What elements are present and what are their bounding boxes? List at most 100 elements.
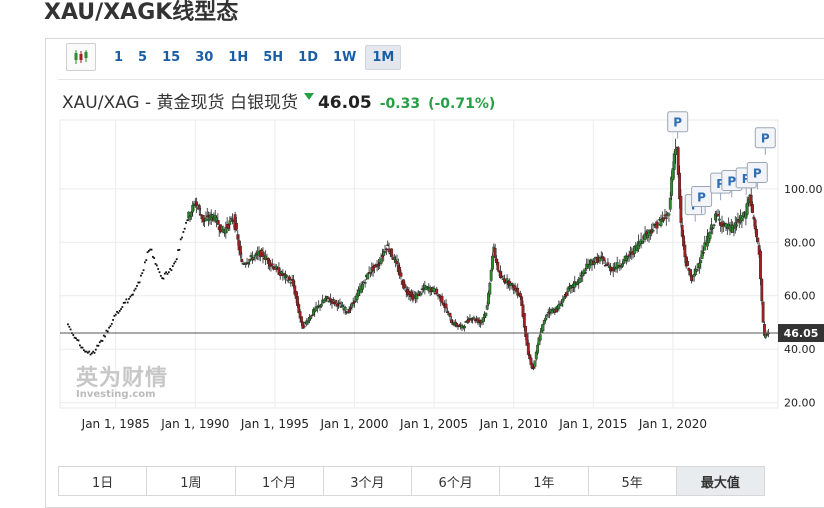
price-tick bbox=[122, 301, 125, 304]
range-3m[interactable]: 3个月 bbox=[323, 467, 412, 495]
timeframe-1d[interactable]: 1D bbox=[298, 49, 318, 65]
candle-down bbox=[270, 263, 274, 266]
event-marker-box bbox=[746, 161, 768, 183]
candle-up bbox=[369, 272, 372, 274]
quote-header: XAU/XAG - 黄金现货 白银现货 46.05 -0.33 (-0.71%) bbox=[62, 88, 503, 113]
timeframe-30[interactable]: 30 bbox=[195, 49, 214, 65]
candle-down bbox=[618, 264, 622, 267]
price-tick bbox=[114, 313, 117, 316]
price-tick bbox=[147, 249, 150, 252]
price-tick bbox=[96, 344, 99, 347]
price-tick bbox=[171, 265, 174, 267]
candle-down bbox=[688, 269, 692, 276]
candle-up bbox=[735, 224, 739, 227]
candle-down bbox=[399, 272, 403, 277]
candle-up bbox=[306, 321, 310, 323]
price-tick bbox=[151, 255, 154, 258]
price-tick bbox=[162, 277, 165, 280]
range-1m[interactable]: 1个月 bbox=[235, 467, 324, 495]
timeframe-5h[interactable]: 5H bbox=[263, 49, 284, 65]
candle-down bbox=[292, 279, 295, 287]
candle-up bbox=[698, 263, 701, 268]
range-max[interactable]: 最大值 bbox=[676, 467, 764, 495]
candle-up bbox=[249, 255, 253, 258]
price-tick bbox=[145, 259, 148, 261]
candle-up bbox=[510, 283, 514, 285]
candle-up bbox=[374, 264, 378, 266]
plot-area bbox=[59, 119, 779, 409]
price-tick bbox=[69, 328, 72, 331]
candle-up bbox=[583, 272, 587, 274]
price-tick bbox=[157, 268, 160, 270]
price-tick bbox=[89, 353, 92, 356]
candle-up bbox=[468, 318, 472, 320]
candle-up bbox=[463, 326, 467, 329]
candle-down bbox=[240, 259, 244, 262]
price-tick bbox=[113, 314, 116, 317]
price-tick bbox=[181, 236, 183, 239]
candle-up bbox=[418, 291, 421, 293]
candle-down bbox=[300, 316, 303, 323]
timeframe-1m[interactable]: 1M bbox=[365, 44, 402, 70]
timeframe-1w[interactable]: 1W bbox=[333, 49, 357, 65]
candlestick-icon[interactable] bbox=[66, 43, 96, 71]
range-1y[interactable]: 1年 bbox=[500, 467, 589, 495]
range-1w[interactable]: 1周 bbox=[147, 467, 236, 495]
price-tick bbox=[175, 258, 178, 261]
price-tick bbox=[72, 334, 75, 336]
candle-down bbox=[702, 251, 705, 254]
price-tick bbox=[159, 274, 162, 277]
candle-down bbox=[662, 217, 666, 221]
candle-down bbox=[529, 357, 533, 365]
price-tick bbox=[125, 298, 128, 301]
range-1d[interactable]: 1日 bbox=[59, 467, 148, 495]
candle-up bbox=[536, 344, 540, 354]
event-marker-label: P bbox=[761, 132, 770, 146]
price-tick bbox=[121, 306, 124, 308]
candle-up bbox=[224, 227, 228, 234]
price-tick bbox=[105, 329, 108, 332]
price-tick bbox=[185, 221, 187, 224]
y-tick-label: 60.00 bbox=[784, 290, 816, 303]
candle-up bbox=[552, 308, 555, 311]
price-tick bbox=[100, 339, 103, 342]
candle-down bbox=[331, 298, 335, 301]
candle-up bbox=[285, 275, 289, 277]
price-change: -0.33 bbox=[379, 96, 421, 112]
range-5y[interactable]: 5年 bbox=[588, 467, 677, 495]
x-tick-label: Jan 1, 2015 bbox=[558, 417, 627, 431]
y-tick-label: 100.00 bbox=[784, 183, 823, 196]
candle-down bbox=[236, 234, 240, 240]
candle-up bbox=[538, 334, 542, 341]
timeframe-1[interactable]: 1 bbox=[114, 49, 124, 65]
price-tick bbox=[84, 350, 87, 353]
candle-up bbox=[717, 218, 721, 221]
candle-down bbox=[197, 205, 201, 210]
timeframe-15[interactable]: 15 bbox=[162, 49, 181, 65]
x-tick-label: Jan 1, 1990 bbox=[160, 417, 229, 431]
timeframe-5[interactable]: 5 bbox=[138, 49, 148, 65]
candle-up bbox=[419, 292, 423, 296]
candle-up bbox=[432, 287, 436, 293]
candle-down bbox=[680, 225, 684, 237]
candle-down bbox=[448, 312, 452, 317]
candle-down bbox=[403, 284, 407, 288]
price-tick bbox=[132, 293, 134, 296]
watermark-secondary: Investing.com bbox=[76, 389, 156, 400]
x-tick-label: Jan 1, 2020 bbox=[638, 417, 707, 431]
timeframe-1h[interactable]: 1H bbox=[228, 49, 249, 65]
candle-up bbox=[327, 301, 331, 303]
range-6m[interactable]: 6个月 bbox=[412, 467, 501, 495]
candle-up bbox=[191, 204, 195, 213]
price-tick bbox=[79, 344, 81, 347]
candle-up bbox=[557, 304, 561, 310]
x-tick-label: Jan 1, 2005 bbox=[399, 417, 468, 431]
candle-down bbox=[261, 251, 265, 258]
candle-up bbox=[361, 283, 364, 290]
candle-down bbox=[676, 147, 680, 175]
candle-up bbox=[593, 262, 597, 265]
candle-up bbox=[703, 242, 707, 251]
watermark-primary: 英为财情 bbox=[76, 366, 169, 391]
candle-down bbox=[751, 204, 754, 213]
